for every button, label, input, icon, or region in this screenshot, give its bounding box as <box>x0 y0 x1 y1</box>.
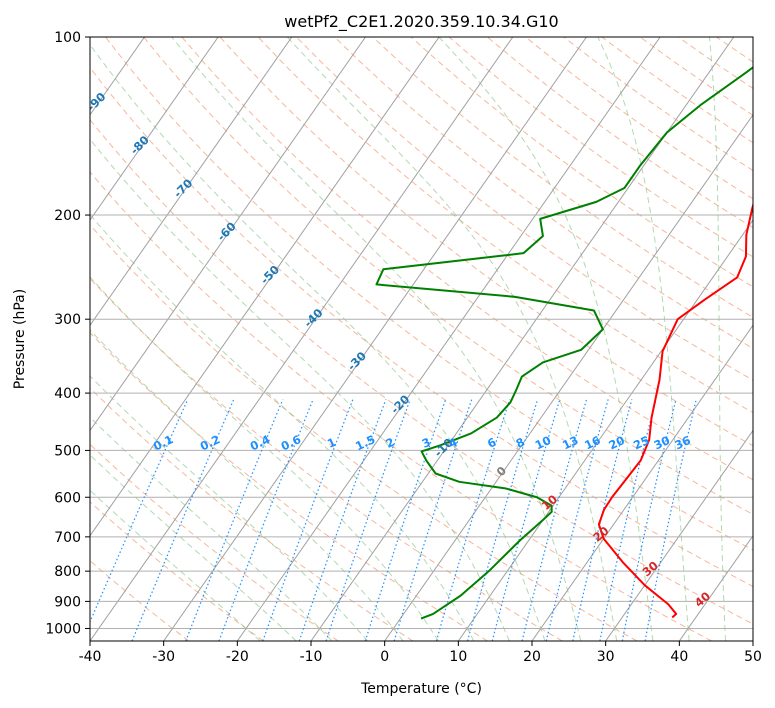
moist-adiabat <box>438 37 654 641</box>
mixing-ratio-line <box>325 399 411 641</box>
moist-adiabat <box>90 214 475 641</box>
skewed-isotherm <box>236 37 661 641</box>
mixing-ratio-label: 20 <box>606 433 626 452</box>
profile-lines <box>375 66 753 620</box>
y-tick-label: 300 <box>54 312 81 328</box>
mixing-ratio-line <box>621 399 677 641</box>
skewed-isotherm <box>90 37 366 432</box>
moist-adiabat <box>90 43 546 641</box>
background-lines <box>90 37 753 641</box>
moist-adiabat <box>90 276 439 641</box>
mixing-ratio-line <box>262 399 354 641</box>
moist-adiabat <box>286 37 618 641</box>
skewed-isotherm <box>384 113 753 641</box>
x-tick-label: 30 <box>597 649 615 665</box>
x-tick-label: 40 <box>670 649 688 665</box>
temperature-profile <box>597 201 753 619</box>
mixing-ratio-label: 16 <box>582 433 602 452</box>
dry-adiabat <box>90 224 638 641</box>
mixing-ratio-line <box>572 399 633 641</box>
x-tick-label: 50 <box>744 649 762 665</box>
dry-adiabat <box>90 501 264 641</box>
mixing-ratio-label: 13 <box>560 433 580 452</box>
x-tick-label: -20 <box>226 649 249 665</box>
dry-adiabat <box>90 171 712 641</box>
mixing-ratio-line <box>521 399 588 641</box>
mixing-ratio-label: 10 <box>533 433 553 452</box>
dry-adiabat <box>334 37 753 350</box>
mixing-ratio-label: 36 <box>672 433 692 452</box>
y-tick-label: 400 <box>54 386 81 402</box>
x-axis-label: Temperature (°C) <box>360 681 482 697</box>
y-axis-label: Pressure (hPa) <box>12 289 28 389</box>
dry-adiabat <box>410 37 753 288</box>
dry-adiabat <box>105 37 753 551</box>
dry-adiabat <box>296 37 753 381</box>
dry-adiabat <box>257 37 753 414</box>
mixing-ratio-line <box>545 399 609 641</box>
dry-adiabat <box>90 277 563 641</box>
mixing-ratio-line <box>466 399 539 641</box>
moist-adiabat <box>90 489 261 641</box>
skewed-isotherm <box>90 37 293 327</box>
moist-adiabat <box>90 416 333 641</box>
y-tick-label: 900 <box>54 594 81 610</box>
skewed-isotherm <box>90 37 514 641</box>
mixing-ratio-line <box>364 399 447 641</box>
chart-title: wetPf2_C2E1.2020.359.10.34.G10 <box>284 12 558 32</box>
dry-adiabat <box>90 66 753 588</box>
y-tick-label: 1000 <box>45 621 81 637</box>
x-tick-label: 0 <box>380 649 389 665</box>
dewpoint-profile <box>375 66 753 620</box>
mixing-ratio-line <box>435 399 511 641</box>
x-tick-label: 20 <box>523 649 541 665</box>
mixing-ratio-label: 30 <box>652 433 672 452</box>
mixing-ratio-label: 25 <box>631 433 651 452</box>
mixing-ratio-line <box>131 399 235 641</box>
x-tick-label: 10 <box>449 649 467 665</box>
mixing-ratio-line <box>599 399 657 641</box>
dry-adiabat <box>90 118 753 625</box>
mixing-ratio-line <box>218 399 314 641</box>
x-tick-label: -10 <box>300 649 323 665</box>
dry-adiabat <box>90 387 414 641</box>
plot-frame <box>89 36 754 642</box>
y-tick-label: 500 <box>54 443 81 459</box>
skewed-isotherm <box>531 324 753 641</box>
skewed-isotherm <box>90 37 219 221</box>
mixing-ratio-line <box>185 399 284 641</box>
mixing-ratio-line <box>491 399 561 641</box>
skewed-isotherm <box>605 429 753 641</box>
axis-ticks: -40 -30 -20 -10 0 10 20 30 40 50 100 200 300 400 500 60… <box>45 30 762 665</box>
y-tick-label: 700 <box>54 530 81 546</box>
skewed-isotherm <box>457 219 753 641</box>
dry-adiabat <box>143 37 753 516</box>
dry-adiabat <box>90 332 488 641</box>
y-tick-label: 200 <box>54 208 81 224</box>
skewed-isotherm <box>163 37 587 641</box>
mixing-ratio-line <box>393 399 473 641</box>
x-tick-label: -40 <box>79 649 102 665</box>
moist-adiabat <box>597 37 690 641</box>
moist-adiabat <box>171 37 582 641</box>
moist-adiabat <box>90 375 369 641</box>
y-tick-label: 600 <box>54 490 81 506</box>
y-tick-label: 800 <box>54 564 81 580</box>
x-tick-label: -30 <box>152 649 175 665</box>
moist-adiabat <box>90 138 510 641</box>
skewed-isotherm <box>678 534 753 641</box>
mixing-ratio-line <box>298 399 387 641</box>
y-tick-label: 100 <box>54 30 81 46</box>
skewed-isotherm <box>90 37 440 537</box>
